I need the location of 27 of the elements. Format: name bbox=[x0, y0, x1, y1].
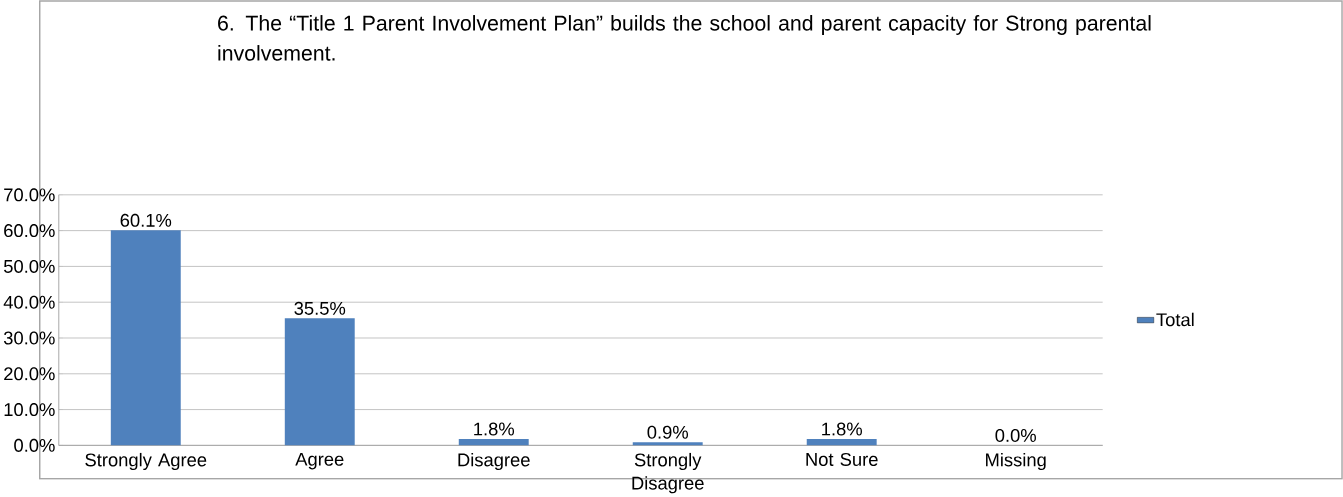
y-tick-label: 40.0% bbox=[3, 295, 55, 309]
x-tick-label: Missing bbox=[986, 453, 1046, 471]
bar bbox=[806, 439, 877, 446]
data-label: 0.0% bbox=[995, 429, 1036, 443]
x-tick-label: Not Sure bbox=[806, 453, 878, 467]
bar bbox=[458, 439, 529, 446]
bar bbox=[632, 442, 703, 446]
x-tick-label: Strongly Agree bbox=[85, 453, 207, 471]
chart-title: 6. The “Title 1 Parent Involvement Plan” builds the school and parent capacity for Strong parental involvement. bbox=[218, 15, 1151, 61]
x-tick-label: Disagree bbox=[458, 453, 530, 471]
x-tick-label: Agree bbox=[295, 453, 344, 470]
y-tick-label: 30.0% bbox=[3, 331, 55, 345]
data-label: 35.5% bbox=[294, 302, 346, 316]
y-tick-label: 70.0% bbox=[4, 188, 55, 202]
bar bbox=[110, 230, 181, 446]
y-tick-label: 20.0% bbox=[4, 367, 55, 381]
y-tick-label: 10.0% bbox=[4, 403, 55, 417]
y-tick-label: 60.0% bbox=[4, 224, 55, 238]
x-tick-label: Strongly Disagree bbox=[632, 453, 704, 494]
y-tick-label: 0.0% bbox=[14, 439, 55, 453]
y-tick-label: 50.0% bbox=[3, 260, 55, 274]
legend-label: Total bbox=[1156, 312, 1194, 327]
data-label: 60.1% bbox=[120, 214, 172, 228]
data-label: 1.8% bbox=[822, 422, 862, 436]
data-label: 1.8% bbox=[474, 422, 515, 436]
data-label: 0.9% bbox=[647, 425, 689, 439]
bar bbox=[284, 318, 355, 446]
